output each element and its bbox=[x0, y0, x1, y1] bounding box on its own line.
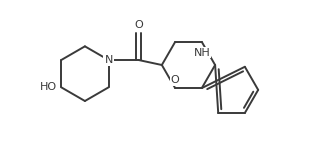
Text: O: O bbox=[171, 75, 179, 85]
Text: NH: NH bbox=[193, 48, 210, 58]
Text: O: O bbox=[134, 20, 143, 30]
Text: HO: HO bbox=[40, 82, 57, 92]
Text: N: N bbox=[104, 55, 113, 65]
